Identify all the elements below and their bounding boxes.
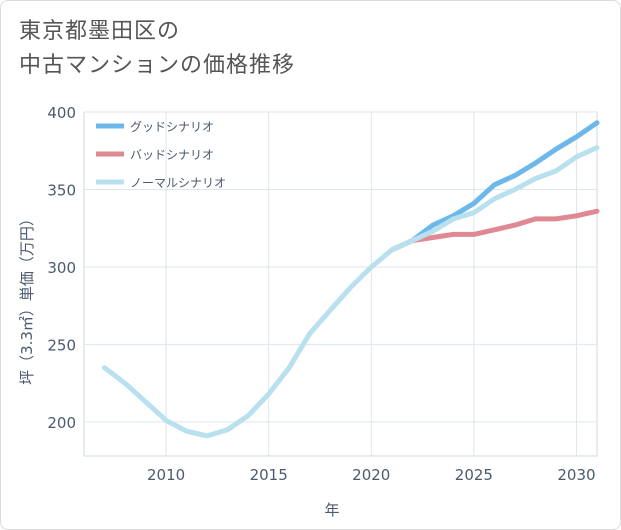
tick-labels: 2010 2015 2020 2025 2030 200 250 300 350 400 xyxy=(47,104,595,484)
series-line-2 xyxy=(102,145,600,439)
y-tick-label-250: 250 xyxy=(47,336,76,354)
y-tick-label-400: 400 xyxy=(47,104,76,122)
chart-title-line2: 中古マンションの価格推移 xyxy=(19,53,296,78)
y-axis-title: 坪（3.3㎡）単価（万円） xyxy=(18,211,36,385)
x-tick-label-2020: 2020 xyxy=(352,466,390,484)
y-tick-label-300: 300 xyxy=(47,259,76,277)
legend-label-2: ノーマルシナリオ xyxy=(130,176,226,190)
series-layer xyxy=(102,120,600,439)
y-tick-label-200: 200 xyxy=(47,414,76,432)
x-tick-label-2010: 2010 xyxy=(147,466,185,484)
x-tick-label-2030: 2030 xyxy=(557,466,595,484)
legend-label-0: グッドシナリオ xyxy=(130,120,214,134)
x-tick-label-2025: 2025 xyxy=(455,466,493,484)
x-tick-label-2015: 2015 xyxy=(250,466,288,484)
series-line-1 xyxy=(389,208,600,253)
y-tick-label-350: 350 xyxy=(47,181,76,199)
chart-title: 東京都墨田区の 中古マンションの価格推移 xyxy=(19,15,439,83)
legend-label-1: バッドシナリオ xyxy=(130,148,214,162)
series-line-0 xyxy=(389,120,600,253)
plot-area-frame xyxy=(83,111,598,457)
x-axis-title: 年 xyxy=(324,501,339,519)
grid-lines xyxy=(84,111,597,456)
chart-title-line1: 東京都墨田区の xyxy=(19,19,181,44)
